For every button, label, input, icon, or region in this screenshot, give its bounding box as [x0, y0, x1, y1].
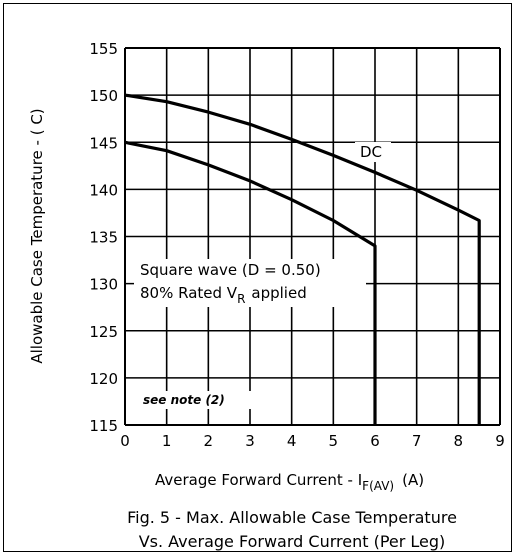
x-tick-label: 1 — [162, 432, 172, 450]
x-tick-label: 9 — [495, 432, 505, 450]
see-note-label: see note (2) — [143, 393, 225, 407]
x-tick-label: 4 — [287, 432, 297, 450]
y-tick-label: 150 — [89, 87, 118, 105]
series-line-dc — [124, 93, 481, 425]
square-wave-label-background — [134, 259, 366, 307]
x-tick-label: 8 — [454, 432, 464, 450]
x-tick-label: 5 — [329, 432, 339, 450]
note-background — [136, 391, 254, 409]
x-tick-label: 6 — [370, 432, 380, 450]
y-tick-label: 130 — [89, 276, 118, 294]
series-group — [124, 93, 481, 425]
series-line-square-wave — [124, 140, 377, 425]
x-tick-label: 7 — [412, 432, 422, 450]
figure-caption-line1: Fig. 5 - Max. Allowable Case Temperature — [127, 508, 457, 527]
y-tick-label: 145 — [89, 134, 118, 152]
y-tick-label: 125 — [89, 323, 118, 341]
rated-vr-label: 80% Rated VR applied — [140, 284, 307, 306]
y-tick-label: 155 — [89, 40, 118, 58]
x-axis-label: Average Forward Current - IF(AV) (A) — [155, 471, 424, 493]
y-tick-label: 140 — [89, 181, 118, 199]
dc-label-background — [355, 142, 391, 162]
square-wave-label: Square wave (D = 0.50) — [140, 261, 321, 279]
y-axis-label: Allowable Case Temperature - ( C) — [28, 108, 46, 363]
x-tick-label: 0 — [120, 432, 130, 450]
dc-series-label: DC — [360, 143, 382, 161]
y-tick-label: 115 — [89, 417, 118, 435]
x-tick-label: 2 — [204, 432, 214, 450]
figure-caption-line2: Vs. Average Forward Current (Per Leg) — [139, 532, 446, 551]
x-tick-label: 3 — [245, 432, 255, 450]
y-tick-label: 135 — [89, 229, 118, 247]
y-tick-label: 120 — [89, 370, 118, 388]
tick-labels: 0 1 2 3 4 5 6 7 8 9 115 120 125 130 135 140 145 150 155 — [89, 40, 504, 450]
